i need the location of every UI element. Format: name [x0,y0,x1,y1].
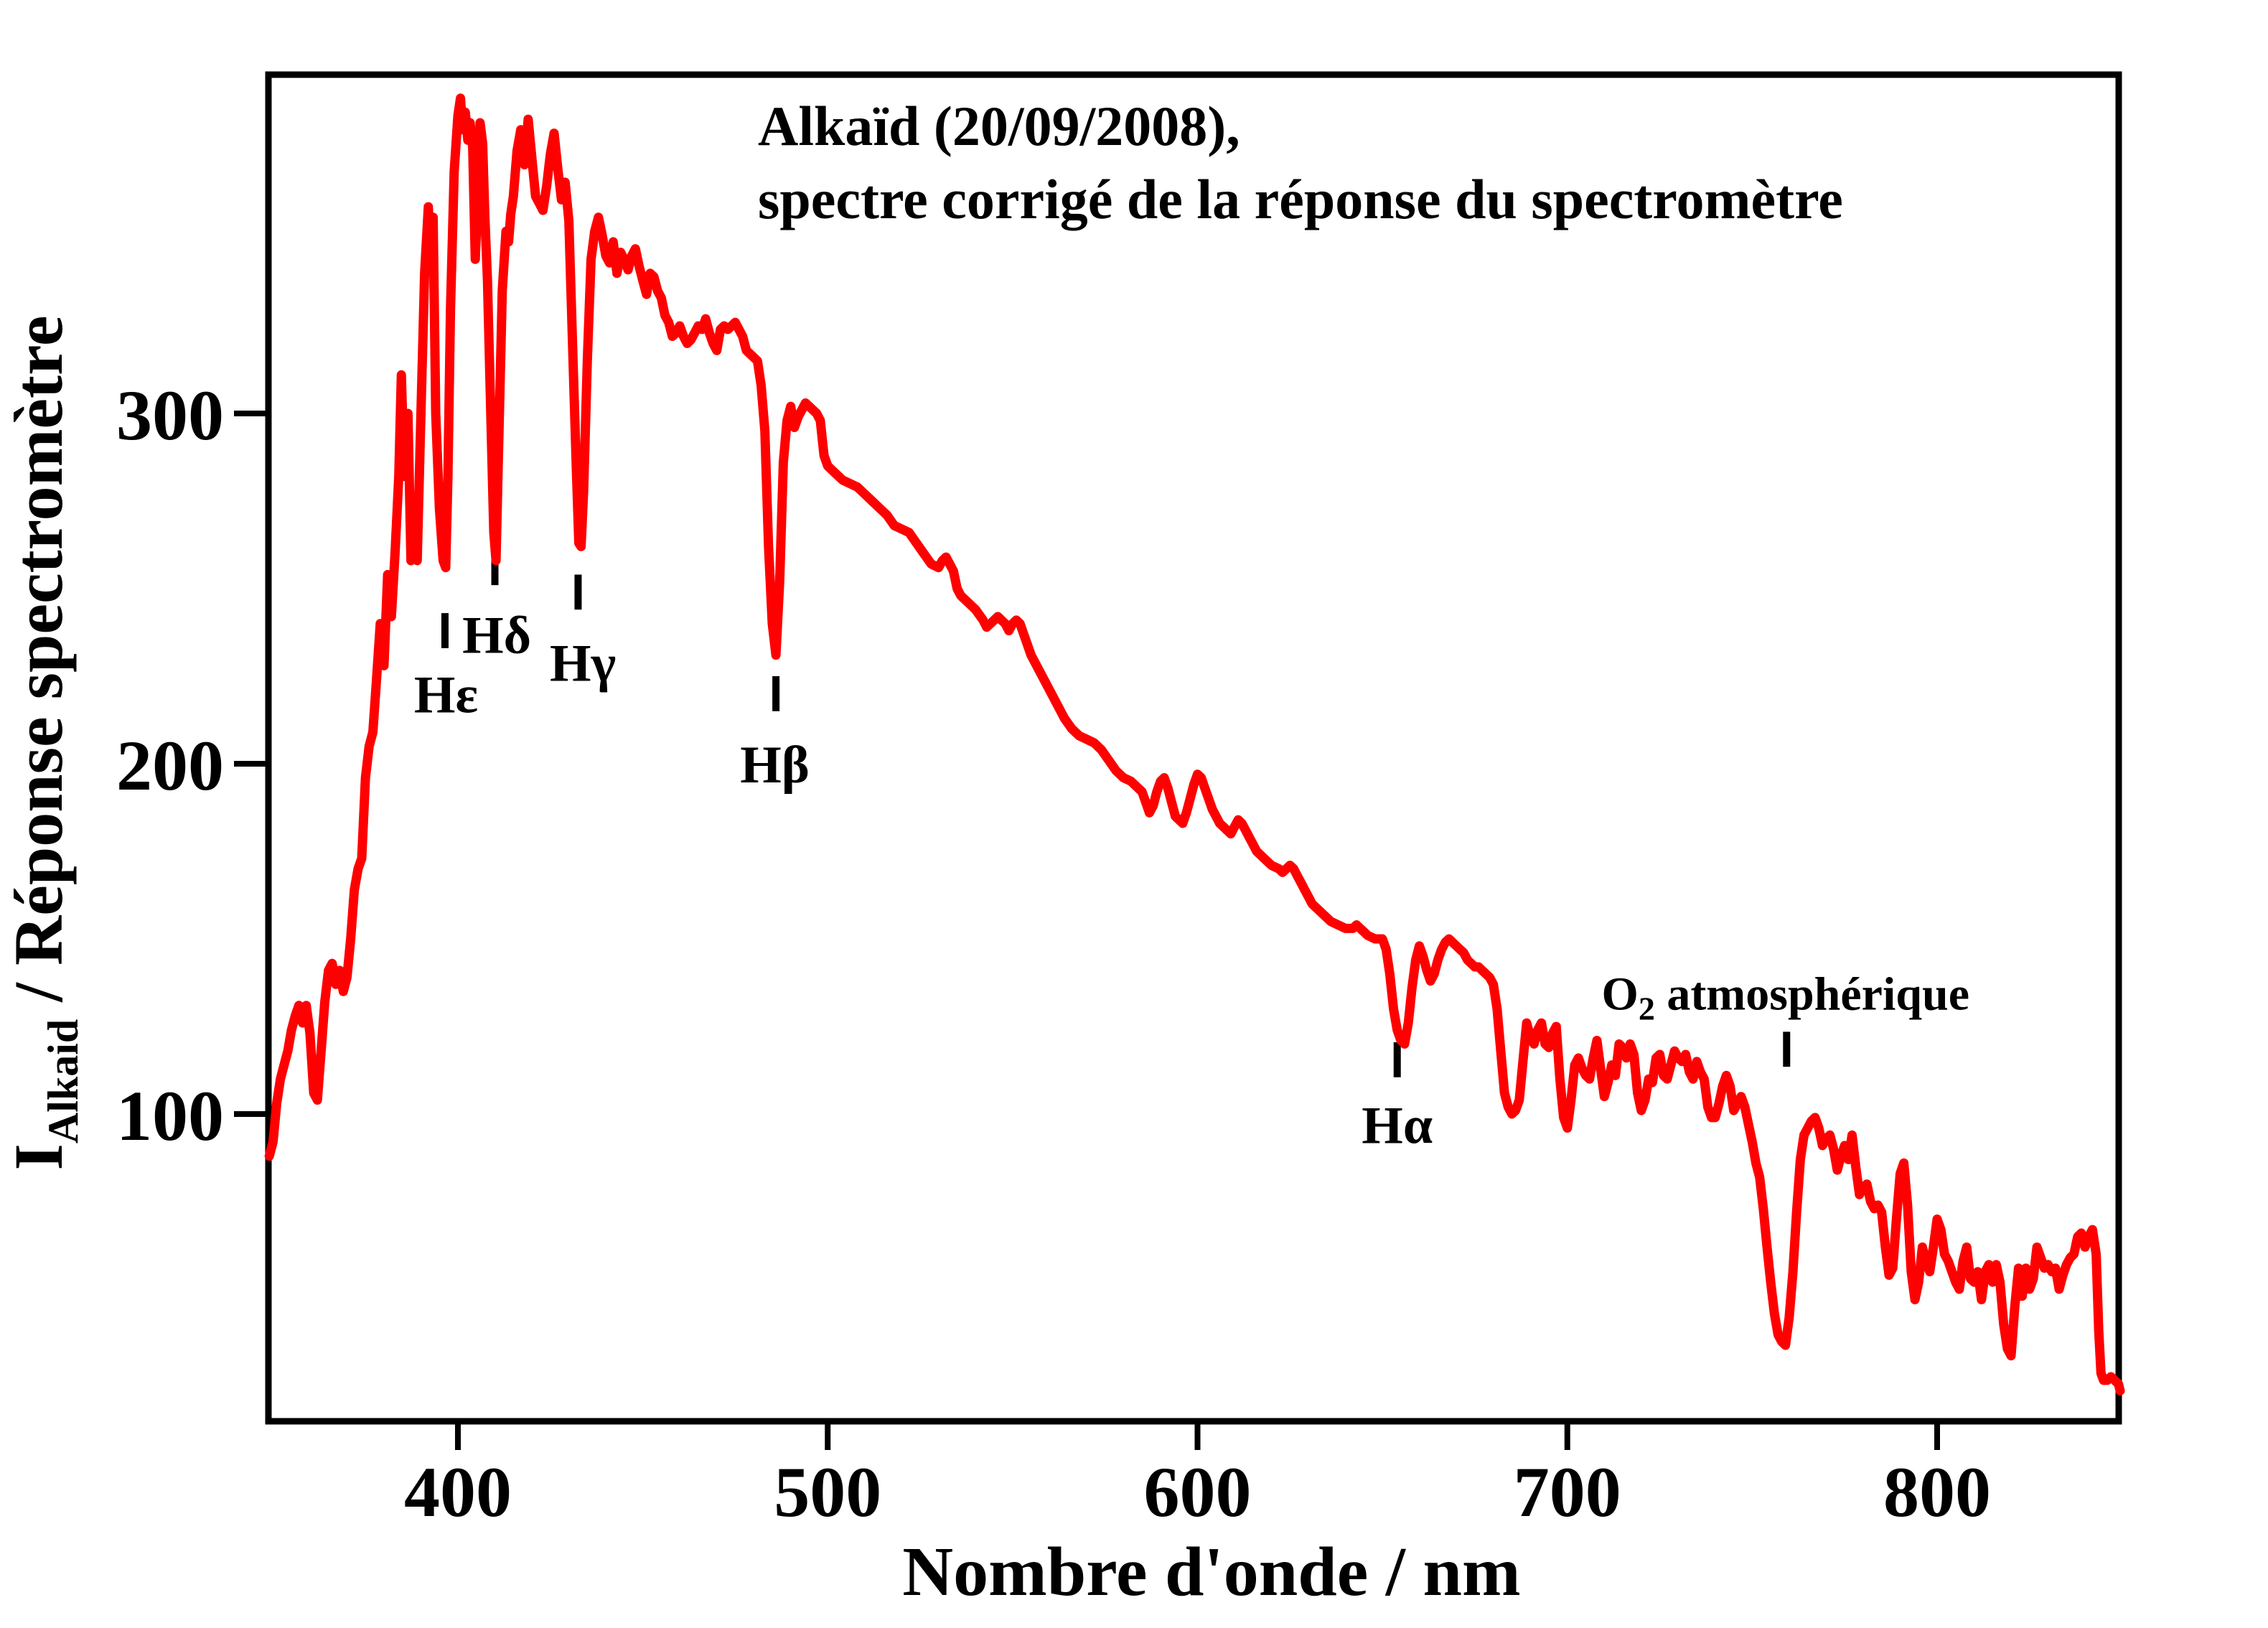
y-axis-title: IAlkaid / Réponse spectromètre [0,316,87,1171]
y-axis-title-symbol: I [0,1143,77,1170]
x-axis-title: Nombre d'onde / nm [902,1533,1520,1611]
annotation-label: Hε [414,665,478,724]
y-tick-label: 100 [116,1076,224,1156]
x-tick-label: 800 [1883,1452,1991,1532]
y-axis: 100 200 300 [116,375,268,1156]
x-axis: 400 500 600 700 800 [404,1421,1991,1532]
x-tick-label: 700 [1514,1452,1621,1532]
spectrum-curve [264,93,2125,1395]
y-axis-title-subscript: Alkaid [39,1019,87,1143]
y-axis-title-rest: / Réponse spectromètre [0,316,77,1019]
y-tick-label: 200 [116,726,224,805]
y-tick-label: 300 [116,375,224,455]
x-tick-label: 400 [404,1452,512,1532]
annotation-label: O2 atmosphérique [1601,968,1969,1027]
chart-title-line1: Alkaïd (20/09/2008), [758,95,1240,157]
annotation-label: Hα [1362,1097,1433,1156]
chart-title-line2: spectre corrigé de la réponse du spectro… [758,168,1843,230]
annotation-label: Hγ [550,634,616,693]
curve-layer [264,93,2125,1395]
x-tick-label: 500 [774,1452,881,1532]
plot-frame [265,71,2122,1425]
annotation-label: Hβ [740,736,810,795]
x-tick-label: 600 [1144,1452,1252,1532]
annotation-label: Hδ [462,606,531,665]
